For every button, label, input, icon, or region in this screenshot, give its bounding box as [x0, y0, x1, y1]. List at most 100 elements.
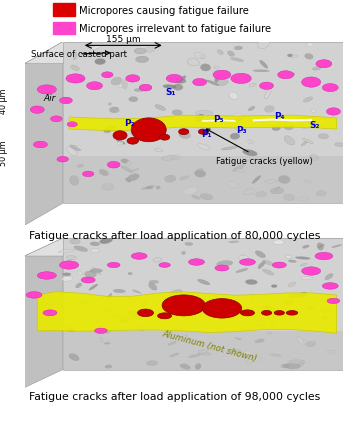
Ellipse shape: [272, 262, 286, 268]
Ellipse shape: [124, 315, 133, 320]
Ellipse shape: [288, 260, 296, 263]
Text: Aluminum (not shown): Aluminum (not shown): [161, 329, 258, 363]
Ellipse shape: [30, 107, 44, 114]
Ellipse shape: [81, 277, 95, 283]
Ellipse shape: [218, 72, 229, 78]
Text: Fatigue cracks (yellow): Fatigue cracks (yellow): [206, 130, 312, 165]
Ellipse shape: [213, 72, 222, 77]
Ellipse shape: [70, 176, 79, 186]
Ellipse shape: [185, 243, 193, 246]
Ellipse shape: [254, 324, 267, 327]
Ellipse shape: [108, 294, 112, 298]
Polygon shape: [63, 331, 343, 370]
Ellipse shape: [239, 256, 249, 262]
Ellipse shape: [316, 191, 326, 196]
Ellipse shape: [58, 250, 75, 253]
Polygon shape: [63, 239, 343, 370]
Ellipse shape: [287, 74, 295, 78]
Ellipse shape: [231, 74, 251, 84]
Text: S₁: S₁: [166, 88, 176, 97]
Ellipse shape: [284, 363, 300, 369]
Ellipse shape: [70, 146, 80, 152]
Text: Micropores causing fatigue failure: Micropores causing fatigue failure: [79, 6, 248, 15]
Ellipse shape: [162, 295, 205, 316]
Ellipse shape: [105, 52, 110, 58]
Ellipse shape: [229, 93, 238, 100]
Ellipse shape: [132, 290, 141, 294]
Text: Surface of casted part: Surface of casted part: [31, 50, 127, 59]
Ellipse shape: [327, 109, 341, 116]
Polygon shape: [25, 239, 63, 388]
Ellipse shape: [130, 312, 139, 319]
Ellipse shape: [274, 311, 285, 315]
Polygon shape: [63, 156, 343, 204]
Text: Micropores irrelevant to fatigue failure: Micropores irrelevant to fatigue failure: [79, 24, 271, 34]
Ellipse shape: [281, 364, 289, 368]
Ellipse shape: [252, 176, 261, 184]
Ellipse shape: [86, 83, 103, 91]
Ellipse shape: [115, 108, 121, 113]
Ellipse shape: [153, 258, 162, 262]
Ellipse shape: [107, 162, 120, 169]
Ellipse shape: [60, 261, 79, 270]
Ellipse shape: [75, 146, 81, 150]
Ellipse shape: [117, 142, 123, 145]
Text: P₃: P₃: [236, 126, 246, 135]
Ellipse shape: [210, 310, 221, 314]
Ellipse shape: [300, 264, 307, 267]
Ellipse shape: [90, 44, 104, 51]
Ellipse shape: [125, 178, 131, 183]
Ellipse shape: [256, 192, 267, 197]
Ellipse shape: [141, 186, 155, 190]
Ellipse shape: [104, 343, 110, 344]
Ellipse shape: [106, 329, 111, 334]
Ellipse shape: [127, 174, 139, 181]
Ellipse shape: [180, 176, 189, 180]
Ellipse shape: [104, 130, 111, 133]
Ellipse shape: [70, 239, 80, 245]
Ellipse shape: [303, 98, 313, 103]
Ellipse shape: [270, 354, 282, 357]
Ellipse shape: [322, 317, 328, 319]
Ellipse shape: [105, 365, 112, 368]
Ellipse shape: [147, 361, 158, 366]
Text: 40 μm: 40 μm: [0, 89, 8, 114]
Ellipse shape: [61, 276, 73, 282]
Ellipse shape: [243, 351, 251, 358]
Ellipse shape: [322, 84, 338, 92]
Ellipse shape: [302, 267, 321, 276]
Ellipse shape: [270, 307, 275, 312]
Ellipse shape: [126, 75, 140, 83]
Ellipse shape: [76, 283, 82, 288]
Ellipse shape: [131, 118, 166, 142]
Ellipse shape: [279, 325, 292, 329]
Ellipse shape: [249, 84, 256, 87]
Ellipse shape: [239, 255, 244, 259]
Ellipse shape: [316, 60, 332, 69]
Ellipse shape: [288, 282, 296, 287]
Ellipse shape: [286, 311, 298, 315]
Ellipse shape: [246, 359, 254, 364]
Ellipse shape: [240, 310, 254, 316]
Ellipse shape: [171, 78, 186, 84]
Ellipse shape: [227, 182, 239, 188]
Ellipse shape: [261, 311, 272, 316]
Ellipse shape: [155, 149, 163, 153]
Ellipse shape: [138, 309, 154, 317]
Ellipse shape: [118, 84, 126, 89]
Ellipse shape: [300, 126, 312, 129]
Ellipse shape: [297, 337, 304, 345]
Ellipse shape: [194, 53, 205, 60]
Ellipse shape: [133, 129, 139, 135]
Text: 155 μm: 155 μm: [106, 35, 141, 43]
Ellipse shape: [92, 268, 101, 275]
Ellipse shape: [248, 141, 253, 144]
Ellipse shape: [183, 187, 198, 196]
Ellipse shape: [260, 308, 265, 311]
Ellipse shape: [229, 241, 239, 243]
Ellipse shape: [214, 67, 219, 70]
Ellipse shape: [239, 307, 253, 312]
Ellipse shape: [270, 323, 276, 327]
Text: P₁: P₁: [201, 130, 211, 139]
Ellipse shape: [262, 306, 274, 312]
